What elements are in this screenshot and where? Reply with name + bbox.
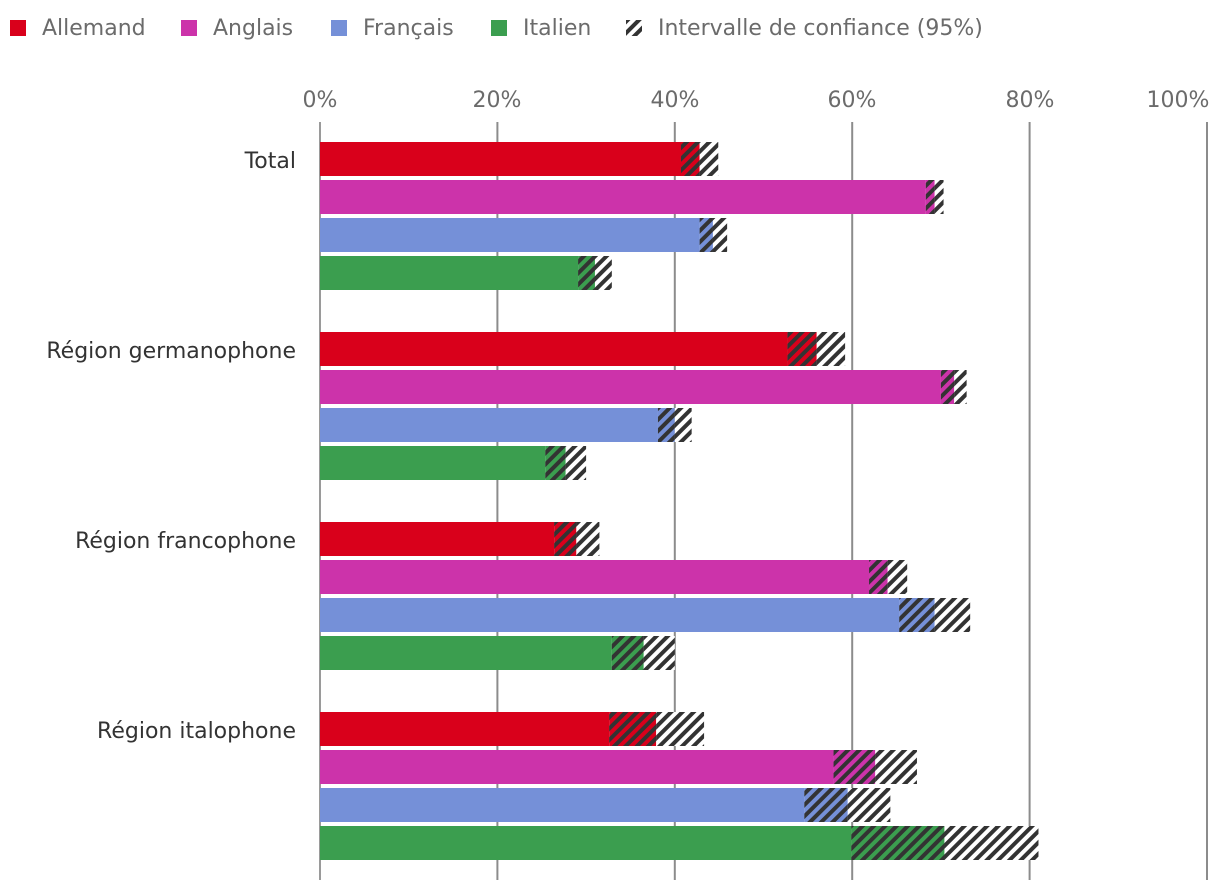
legend-label: Anglais (213, 16, 293, 41)
category-label: Région italophone (97, 719, 296, 744)
bar-français (320, 788, 805, 822)
legend-label: Italien (523, 16, 591, 41)
x-tick-label: 0% (303, 88, 338, 113)
bar-anglais (320, 750, 834, 784)
ci-upper-italien (944, 826, 1039, 860)
category-label: Région germanophone (46, 339, 296, 364)
ci-upper-allemand (576, 522, 600, 556)
ci-upper-allemand (699, 142, 719, 176)
ci-upper-anglais (954, 370, 967, 404)
bar-français (320, 598, 900, 632)
bar-italien (320, 636, 612, 670)
bar-allemand (320, 142, 682, 176)
ci-lower-hatch (611, 636, 644, 670)
ci-upper-français (712, 218, 728, 252)
chart-legend: Allemand Anglais Français Italien Intervalle… (10, 16, 983, 41)
ci-upper-allemand (656, 712, 705, 746)
bar-italien (320, 256, 579, 290)
ci-lower-hatch (609, 712, 657, 746)
category-labels: Total Région germanophone Région francop… (46, 149, 296, 744)
ci-upper-anglais (887, 560, 908, 594)
legend-swatch (491, 20, 507, 36)
ci-lower-hatch (899, 598, 935, 632)
ci-upper-allemand (816, 332, 846, 366)
ci-upper-anglais (934, 180, 944, 214)
ci-upper-français (847, 788, 891, 822)
x-axis-ticks: 0% 20% 40% 60% 80% 100% (303, 88, 1210, 113)
bar-français (320, 408, 658, 442)
legend-label: Intervalle de confiance (95%) (658, 16, 983, 41)
ci-lower-hatch (869, 560, 888, 594)
category-label: Région francophone (75, 529, 296, 554)
ci-upper-italien (643, 636, 675, 670)
ci-upper-français (934, 598, 971, 632)
ci-upper-italien (594, 256, 612, 290)
ci-lower-hatch (804, 788, 848, 822)
ci-lower-hatch (554, 522, 577, 556)
bar-anglais (320, 180, 926, 214)
bar-anglais (320, 560, 870, 594)
category-label: Total (244, 149, 296, 174)
ci-lower-hatch (940, 370, 955, 404)
ci-lower-hatch (787, 332, 817, 366)
ci-lower-hatch (545, 446, 566, 480)
legend-swatch (10, 20, 26, 36)
ci-lower-hatch (578, 256, 595, 290)
legend-label: Français (363, 16, 454, 41)
x-tick-label: 60% (828, 88, 877, 113)
legend-label: Allemand (42, 16, 146, 41)
ci-upper-italien (565, 446, 587, 480)
x-tick-label: 80% (1006, 88, 1055, 113)
legend-swatch (626, 20, 642, 36)
ci-lower-hatch (851, 826, 945, 860)
bar-italien (320, 826, 852, 860)
ci-upper-français (674, 408, 692, 442)
bar-allemand (320, 712, 610, 746)
ci-lower-hatch (833, 750, 876, 784)
x-tick-label: 20% (473, 88, 522, 113)
ci-lower-hatch (657, 408, 675, 442)
x-tick-label: 100% (1147, 88, 1210, 113)
ci-lower-hatch (699, 218, 713, 252)
x-tick-label: 40% (651, 88, 700, 113)
bar-italien (320, 446, 546, 480)
bar-allemand (320, 332, 788, 366)
legend-swatch (181, 20, 197, 36)
bar-français (320, 218, 700, 252)
ci-upper-anglais (875, 750, 917, 784)
ci-lower-hatch (925, 180, 935, 214)
bar-allemand (320, 522, 555, 556)
bar-anglais (320, 370, 941, 404)
legend-swatch (331, 20, 347, 36)
ci-lower-hatch (681, 142, 700, 176)
bars (320, 142, 1039, 860)
